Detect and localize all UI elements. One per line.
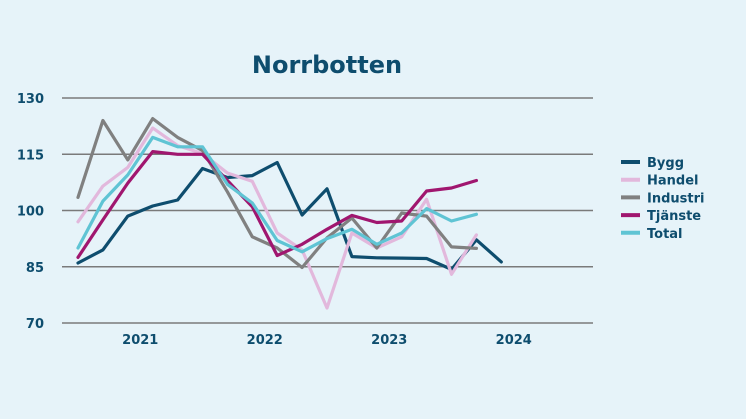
legend-label-total: Total <box>647 227 683 242</box>
series-line-tjänste <box>76 150 478 259</box>
y-tick-label-85: 85 <box>26 261 44 276</box>
series-line-bygg <box>76 160 503 271</box>
x-axis-tick-labels: 2021 2022 2023 2024 <box>122 333 532 348</box>
series-lines <box>76 116 503 310</box>
y-axis-tick-labels: 70 85 100 115 130 <box>17 92 44 332</box>
legend-label-handel: Handel <box>647 174 699 189</box>
y-tick-label-115: 115 <box>17 148 44 163</box>
x-tick-label-2023: 2023 <box>371 333 407 348</box>
legend: Bygg Handel Industri Tjänste Total <box>621 156 704 242</box>
x-tick-label-2021: 2021 <box>122 333 158 348</box>
y-tick-label-130: 130 <box>17 92 44 107</box>
legend-label-bygg: Bygg <box>647 156 684 171</box>
x-tick-label-2022: 2022 <box>247 333 283 348</box>
chart-title: Norrbotten <box>252 51 402 79</box>
y-tick-label-70: 70 <box>26 317 44 332</box>
x-tick-label-2024: 2024 <box>496 333 532 348</box>
series-line-industri <box>76 116 478 270</box>
y-tick-label-100: 100 <box>17 205 44 220</box>
legend-label-tjänste: Tjänste <box>647 209 701 224</box>
legend-label-industri: Industri <box>647 191 704 206</box>
series-line-total <box>76 135 478 254</box>
